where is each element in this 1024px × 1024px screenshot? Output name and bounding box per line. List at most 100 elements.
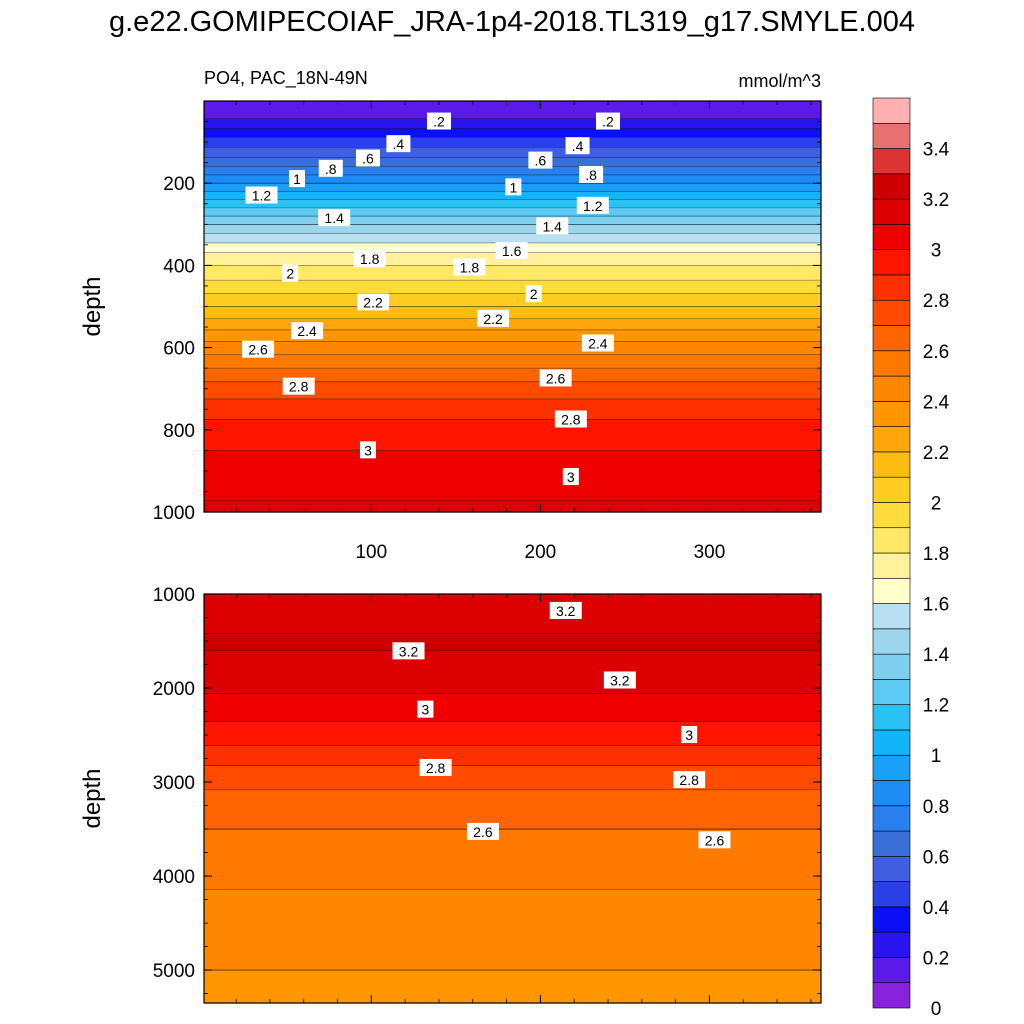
contour-label-text: .6 [362,151,374,167]
contour-fill-band [204,373,821,376]
contour-fill-band [204,427,821,430]
colorbar-tick-label: 1.2 [923,696,949,717]
contour-fill-band [204,782,821,785]
contour-fill-band [204,505,821,508]
contour-label-box [565,137,590,155]
contour-fill-band [204,810,821,813]
contour-fill-band [204,335,821,338]
colorbar-tick-label: 1.4 [923,645,950,666]
contour-fill-band [204,455,821,458]
contour-fill-band [204,608,821,611]
contour-fill-band [204,227,821,230]
contour-fill-band [204,832,821,835]
contour-fill-band [204,796,821,799]
contour-fill-band [204,946,821,949]
contour-fill-band [204,840,821,843]
contour-fill-band [204,379,821,382]
contour-label-text: 2 [530,286,538,302]
contour-fill-band [204,628,821,631]
contour-fill-band [204,493,821,496]
contour-label: .8 [579,165,604,183]
contour-fill-band [204,437,821,440]
contour-label: 2.6 [539,369,572,387]
contour-fill-band [204,718,821,721]
contour-fill-band [204,259,821,262]
contour-label: .2 [596,112,621,130]
contour-label-text: 2.6 [248,342,268,358]
contour-fill-band [204,934,821,937]
contour-fill-band [204,780,821,783]
contour-fill-band [204,285,821,288]
contour-fill-band [204,451,821,454]
contour-label-text: .4 [572,138,584,154]
x-tick-label: 100 [355,542,387,563]
contour-fill-band [204,606,821,609]
contour-fill-band [204,429,821,432]
contour-fill-band [204,850,821,853]
contour-fill-band [204,834,821,837]
contour-fill-band [204,269,821,272]
contour-fill-band [204,443,821,446]
colorbar-swatch [872,881,911,908]
contour-fill-band [204,207,821,210]
contour-label-text: 2.8 [426,760,446,776]
contour-label-text: 3.2 [610,673,630,689]
contour-label-box [536,217,569,235]
contour-label: 2.8 [673,771,706,789]
colorbar-swatch [872,527,911,554]
colorbar-swatch [872,552,911,579]
colorbar-swatch [872,198,911,225]
contour-fill-band [204,708,821,711]
contour-fill-band [204,117,821,120]
contour-label-box [291,322,324,340]
contour-fill-band [204,598,821,601]
contour-label-box [353,250,386,268]
contour-fill-band [204,161,821,164]
contour-label-box [392,642,425,660]
contour-fill-band [204,914,821,917]
contour-fill-band [204,654,821,657]
colorbar-tick-label: 2.2 [923,443,949,464]
contour-fill-band [204,369,821,372]
colorbar-tick-label: 0.6 [923,847,949,868]
contour-fill-band [204,501,821,504]
contour-fill-band [204,722,821,725]
contour-fill-band [204,948,821,951]
x-tick-label: 300 [694,542,726,563]
contour-label-text: 1.8 [460,259,480,275]
contour-label-text: 2.8 [289,379,309,395]
contour-fill-band [204,421,821,424]
contour-label: 3 [562,468,579,486]
contour-fill-band [204,922,821,925]
variable-label: PO4, PAC_18N-49N [204,68,368,89]
contour-fill-band [204,812,821,815]
contour-label: 1.2 [245,186,278,204]
contour-fill-band [204,107,821,110]
contour-fill-band [204,954,821,957]
contour-fill-band [204,433,821,436]
y-axis-label: depth [79,768,106,828]
contour-fill-band [204,734,821,737]
contour-fill-band [204,237,821,240]
contour-fill-band [204,726,821,729]
contour-fill-band [204,640,821,643]
colorbar-swatch [872,502,911,529]
contour-label-text: 3 [364,442,372,458]
colorbar-swatch [872,653,911,680]
contour-fill-band [204,764,821,767]
contour-fill-band [204,768,821,771]
contour-label-box [357,293,390,311]
contour-fill-band [204,111,821,114]
contour-fill-band [204,465,821,468]
contour-fill-band [204,377,821,380]
colorbar-swatch [872,325,911,352]
colorbar-swatch [872,426,911,453]
contour-fill-band [204,351,821,354]
contour-fill-band [204,113,821,116]
contour-fill-band [204,776,821,779]
contour-label-box [596,112,621,130]
contour-fill-band [204,848,821,851]
contour-fill-band [204,998,821,1001]
contour-label-text: 2 [286,266,294,282]
contour-label-box [386,135,411,153]
